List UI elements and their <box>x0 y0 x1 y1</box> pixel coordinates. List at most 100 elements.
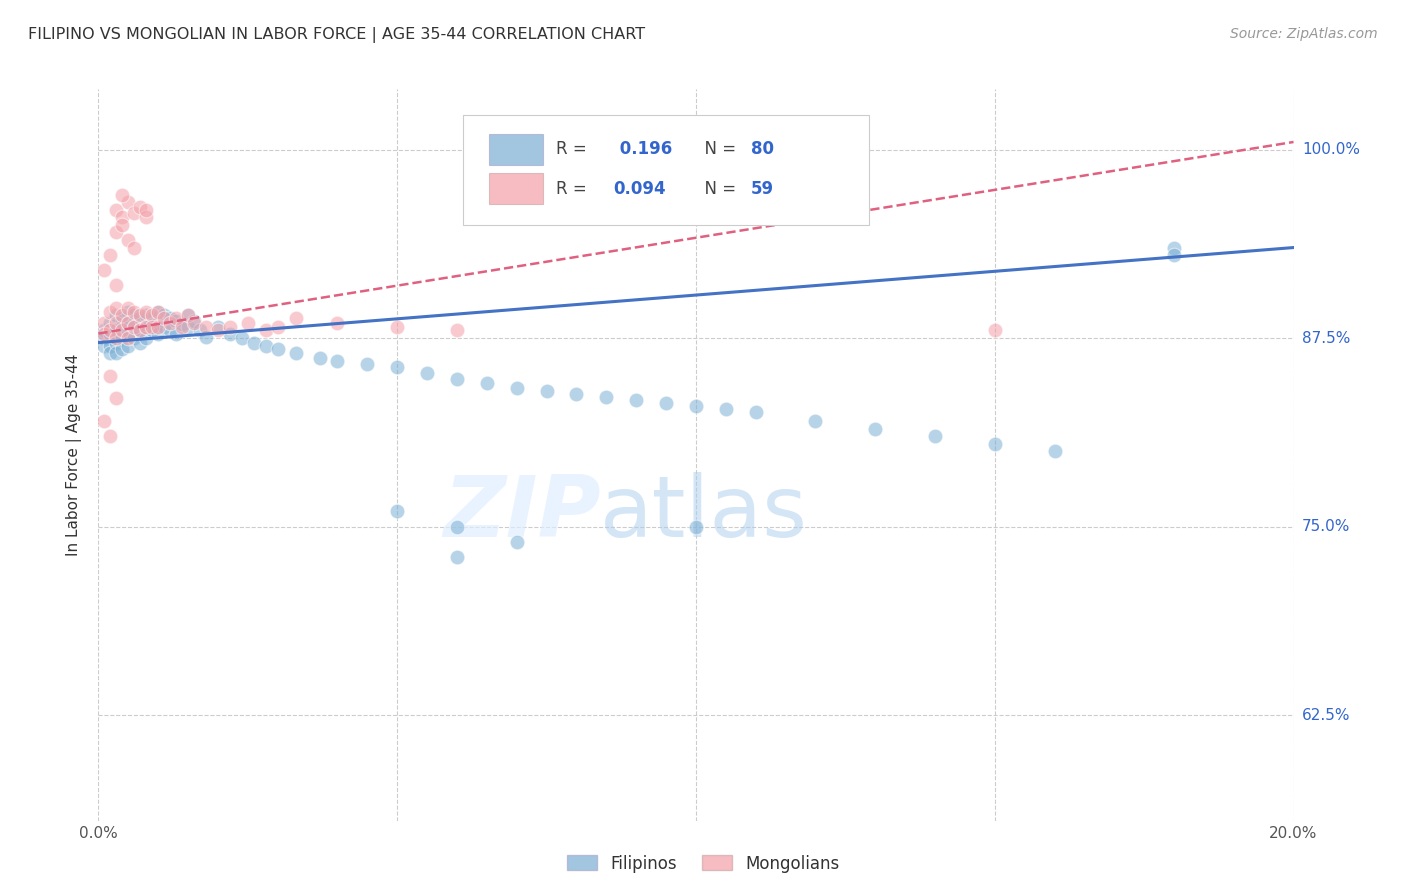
Point <box>183 314 205 328</box>
Point <box>177 309 200 323</box>
Point <box>385 320 409 334</box>
Point <box>124 309 146 323</box>
Point <box>165 314 187 328</box>
Point <box>148 326 170 341</box>
Text: FILIPINO VS MONGOLIAN IN LABOR FORCE | AGE 35-44 CORRELATION CHART: FILIPINO VS MONGOLIAN IN LABOR FORCE | A… <box>28 27 645 43</box>
Point <box>446 324 468 338</box>
Point <box>93 316 115 330</box>
Point <box>129 200 152 214</box>
Point <box>159 311 181 326</box>
Point <box>117 331 139 345</box>
Point <box>105 392 128 406</box>
Point <box>416 366 439 380</box>
Point <box>93 324 115 338</box>
Point <box>284 346 307 360</box>
Point <box>194 329 218 343</box>
Point <box>117 233 139 247</box>
Point <box>105 309 128 323</box>
Text: 0.094: 0.094 <box>613 179 666 198</box>
Point <box>117 195 139 210</box>
Point <box>446 519 468 533</box>
Point <box>111 218 134 232</box>
Point <box>267 320 290 334</box>
Point <box>93 414 115 428</box>
Point <box>105 278 128 293</box>
Text: 100.0%: 100.0% <box>1302 142 1360 157</box>
Point <box>98 248 122 262</box>
Point <box>685 519 707 533</box>
Point <box>284 311 307 326</box>
Point <box>243 335 266 350</box>
Point <box>111 320 134 334</box>
Point <box>236 316 259 330</box>
Point <box>153 309 176 323</box>
Point <box>93 331 115 345</box>
Point <box>207 324 229 338</box>
Point <box>326 353 349 368</box>
Point <box>111 311 134 326</box>
Point <box>98 324 122 338</box>
Point <box>135 309 157 323</box>
Point <box>129 335 152 350</box>
FancyBboxPatch shape <box>463 115 869 225</box>
Point <box>165 326 187 341</box>
Text: R =: R = <box>557 140 592 158</box>
Point <box>135 320 157 334</box>
Point <box>924 429 946 443</box>
Point <box>124 241 146 255</box>
Point <box>506 381 529 395</box>
Point <box>93 338 115 352</box>
Legend: Filipinos, Mongolians: Filipinos, Mongolians <box>560 848 846 880</box>
Point <box>267 342 290 356</box>
Point <box>254 324 277 338</box>
Point <box>117 301 139 315</box>
Point <box>177 309 200 323</box>
Point <box>141 320 163 334</box>
Point <box>98 326 122 341</box>
Point <box>98 305 122 319</box>
Point <box>194 320 218 334</box>
Point <box>124 305 146 319</box>
Point <box>129 311 152 326</box>
Point <box>141 311 163 326</box>
Point <box>105 324 128 338</box>
Point <box>98 338 122 352</box>
Point <box>117 316 139 330</box>
Point <box>595 390 617 404</box>
Text: ZIP: ZIP <box>443 472 600 555</box>
Point <box>254 338 277 352</box>
Text: 87.5%: 87.5% <box>1302 331 1350 345</box>
Point <box>117 316 139 330</box>
Point <box>385 504 409 518</box>
Point <box>135 202 157 217</box>
Point <box>111 331 134 345</box>
Point <box>983 436 1005 450</box>
Point <box>111 342 134 356</box>
Point <box>1163 248 1185 262</box>
Point <box>177 320 200 334</box>
Point <box>506 534 529 549</box>
Point <box>446 372 468 386</box>
Bar <box>489 134 543 164</box>
Point <box>148 320 170 334</box>
Point <box>745 405 768 419</box>
Point <box>105 331 128 345</box>
Point <box>804 414 827 428</box>
Point <box>385 359 409 374</box>
Point <box>159 324 181 338</box>
Point <box>475 376 498 391</box>
Point <box>148 316 170 330</box>
Text: 80: 80 <box>751 140 773 158</box>
Point <box>105 202 128 217</box>
Point <box>117 326 139 341</box>
Point <box>117 338 139 352</box>
Point <box>326 316 349 330</box>
Point <box>98 316 122 330</box>
Point <box>356 357 378 371</box>
Point <box>124 320 146 334</box>
Point <box>111 324 134 338</box>
Point <box>141 309 163 323</box>
Point <box>865 421 887 435</box>
Point <box>219 326 242 341</box>
Point <box>153 320 176 334</box>
